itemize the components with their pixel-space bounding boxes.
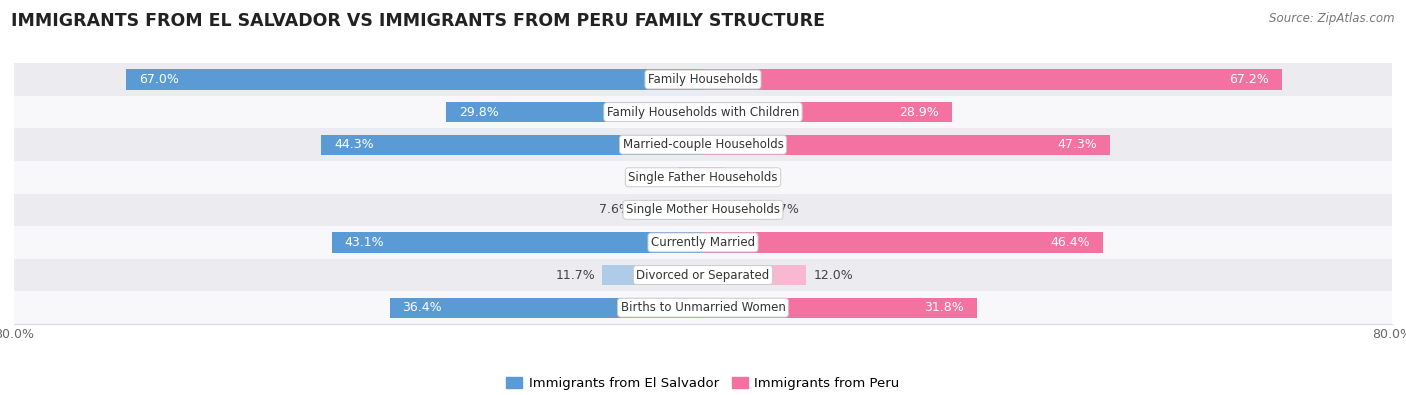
Text: 46.4%: 46.4% [1050,236,1090,249]
Bar [389,297,703,318]
Text: 44.3%: 44.3% [335,138,374,151]
Bar [637,200,703,220]
Text: 28.9%: 28.9% [900,105,939,118]
Bar [703,297,977,318]
Text: 47.3%: 47.3% [1057,138,1098,151]
Bar [703,265,807,285]
Bar [602,265,703,285]
Text: Single Mother Households: Single Mother Households [626,203,780,216]
Bar [14,63,1392,96]
Text: 12.0%: 12.0% [813,269,853,282]
Text: Family Households: Family Households [648,73,758,86]
Text: 67.2%: 67.2% [1229,73,1268,86]
Bar [703,102,952,122]
Legend: Immigrants from El Salvador, Immigrants from Peru: Immigrants from El Salvador, Immigrants … [501,372,905,395]
Text: Family Households with Children: Family Households with Children [607,105,799,118]
Text: 31.8%: 31.8% [924,301,965,314]
Bar [14,128,1392,161]
Text: Source: ZipAtlas.com: Source: ZipAtlas.com [1270,12,1395,25]
Text: Single Father Households: Single Father Households [628,171,778,184]
Bar [703,167,724,187]
Text: IMMIGRANTS FROM EL SALVADOR VS IMMIGRANTS FROM PERU FAMILY STRUCTURE: IMMIGRANTS FROM EL SALVADOR VS IMMIGRANT… [11,12,825,30]
Bar [14,96,1392,128]
Bar [332,232,703,252]
Text: Married-couple Households: Married-couple Households [623,138,783,151]
Text: 7.6%: 7.6% [599,203,631,216]
Bar [703,135,1111,155]
Text: Births to Unmarried Women: Births to Unmarried Women [620,301,786,314]
Bar [14,194,1392,226]
Bar [678,167,703,187]
Text: 43.1%: 43.1% [344,236,384,249]
Text: 6.7%: 6.7% [768,203,800,216]
Text: 2.4%: 2.4% [731,171,762,184]
Text: 67.0%: 67.0% [139,73,179,86]
Bar [703,232,1102,252]
Bar [322,135,703,155]
Text: 11.7%: 11.7% [555,269,595,282]
Bar [127,70,703,90]
Bar [703,200,761,220]
Bar [14,259,1392,291]
Text: Divorced or Separated: Divorced or Separated [637,269,769,282]
Text: 29.8%: 29.8% [460,105,499,118]
Bar [14,161,1392,194]
Bar [14,226,1392,259]
Bar [14,291,1392,324]
Bar [446,102,703,122]
Text: 2.9%: 2.9% [640,171,671,184]
Text: 36.4%: 36.4% [402,301,441,314]
Text: Currently Married: Currently Married [651,236,755,249]
Bar [703,70,1282,90]
